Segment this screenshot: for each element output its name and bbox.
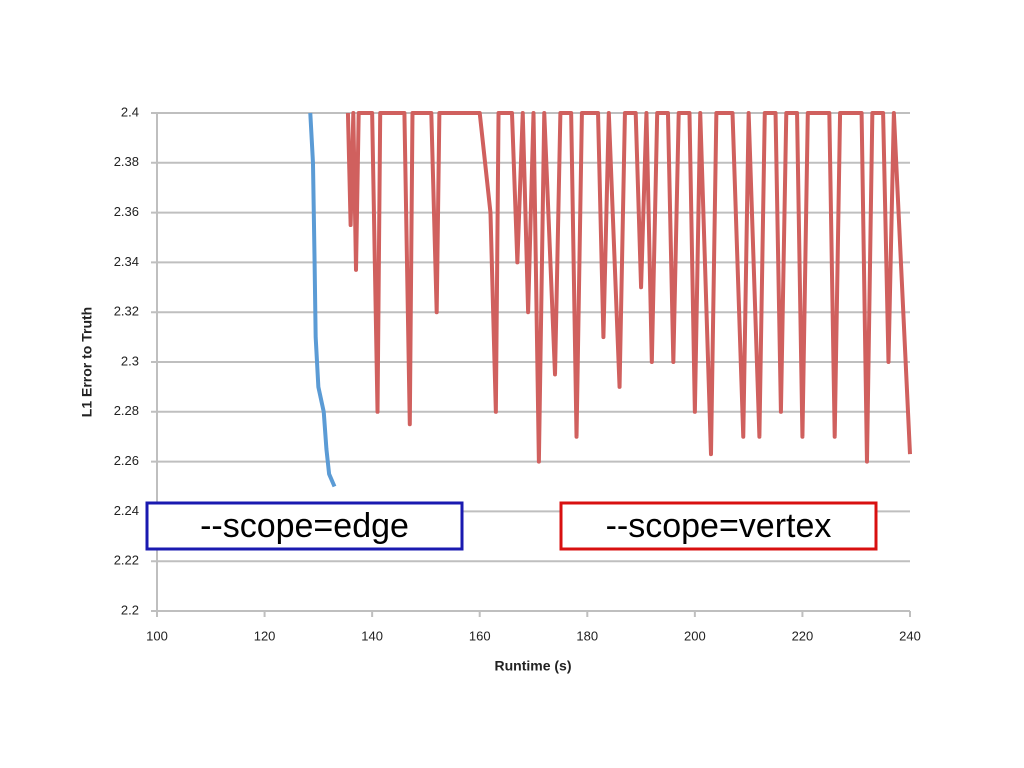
plot-area — [308, 111, 912, 488]
x-tick-label: 100 — [146, 628, 168, 643]
annotation-text: --scope=vertex — [606, 507, 832, 545]
x-tick-label: 120 — [254, 628, 276, 643]
y-tick-label: 2.22 — [114, 553, 139, 568]
x-tick-label: 200 — [684, 628, 706, 643]
series-line — [345, 111, 912, 464]
x-tick-label: 220 — [792, 628, 814, 643]
y-tick-label: 2.26 — [114, 453, 139, 468]
y-tick-label: 2.4 — [121, 104, 139, 119]
y-tick-label: 2.2 — [121, 602, 139, 617]
y-tick-label: 2.32 — [114, 304, 139, 319]
y-tick-label: 2.38 — [114, 154, 139, 169]
y-tick-label: 2.34 — [114, 254, 139, 269]
y-axis-title: L1 Error to Truth — [79, 307, 95, 417]
y-tick-label: 2.3 — [121, 353, 139, 368]
x-tick-label: 240 — [899, 628, 921, 643]
annotation-box — [559, 501, 878, 551]
x-tick-label: 180 — [576, 628, 598, 643]
x-tick-label: 140 — [361, 628, 383, 643]
x-tick-label: 160 — [469, 628, 491, 643]
annotation-text: --scope=edge — [200, 507, 409, 545]
x-axis-title: Runtime (s) — [495, 658, 572, 674]
y-tick-label: 2.24 — [114, 503, 139, 518]
annotation-box — [145, 501, 464, 551]
series-line — [308, 112, 337, 488]
y-tick-label: 2.28 — [114, 403, 139, 418]
y-tick-label: 2.36 — [114, 204, 139, 219]
